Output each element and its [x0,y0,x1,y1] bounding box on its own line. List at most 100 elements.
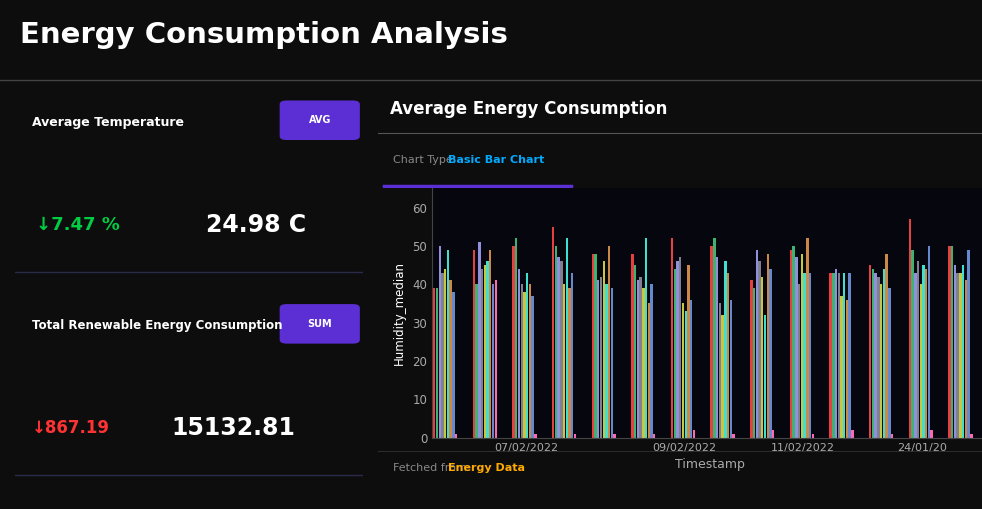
Bar [869,265,871,438]
Bar [846,300,848,438]
Bar [727,273,730,438]
Bar [954,265,956,438]
Bar [761,276,763,438]
Bar [433,288,435,438]
Bar [809,273,811,438]
Bar [614,434,616,438]
Bar [880,284,883,438]
Text: Average Temperature: Average Temperature [32,116,185,129]
Bar [722,315,724,438]
Bar [790,250,792,438]
Bar [838,273,840,438]
Bar [441,273,444,438]
Bar [516,238,518,438]
Text: Basic Bar Chart: Basic Bar Chart [448,155,544,165]
Bar [605,284,608,438]
Bar [835,269,838,438]
Bar [492,284,494,438]
Bar [877,276,880,438]
Bar [472,250,475,438]
Bar [848,273,850,438]
Bar [908,219,911,438]
Bar [495,280,497,438]
Bar [931,430,933,438]
Bar [444,269,447,438]
Text: Chart Type:: Chart Type: [393,155,460,165]
Bar [883,269,885,438]
Bar [767,253,769,438]
Bar [608,246,611,438]
Bar [528,284,531,438]
Bar [671,238,674,438]
FancyBboxPatch shape [280,100,359,140]
Bar [566,238,568,438]
Bar [558,258,560,438]
Y-axis label: Humidity_median: Humidity_median [393,261,406,365]
Text: AVG: AVG [308,115,331,125]
Bar [674,269,676,438]
Bar [911,250,914,438]
Bar [611,288,613,438]
Text: Energy Data: Energy Data [448,463,524,473]
Bar [489,250,492,438]
Bar [645,238,647,438]
Bar [687,265,689,438]
Text: 15132.81: 15132.81 [172,416,296,440]
Bar [959,273,961,438]
Bar [563,284,566,438]
Bar [573,434,576,438]
Bar [594,253,597,438]
Bar [925,269,927,438]
Bar [719,303,721,438]
Bar [951,246,954,438]
Bar [792,246,794,438]
Bar [755,250,758,438]
Bar [917,261,919,438]
Bar [526,273,528,438]
Bar [964,280,967,438]
Bar [764,315,766,438]
Bar [928,246,930,438]
Bar [439,246,441,438]
Bar [552,227,555,438]
Bar [800,253,803,438]
Bar [684,311,687,438]
Bar [724,261,727,438]
Bar [888,288,891,438]
Bar [970,434,972,438]
Bar [692,430,695,438]
X-axis label: Timestamp: Timestamp [675,458,744,471]
Bar [832,273,835,438]
Bar [769,269,772,438]
Bar [534,434,536,438]
Text: SUM: SUM [307,319,332,329]
Bar [716,258,719,438]
Bar [597,280,599,438]
Bar [682,303,684,438]
Bar [455,434,458,438]
Bar [634,265,636,438]
Bar [531,296,534,438]
Bar [753,288,755,438]
Bar [922,265,925,438]
Bar [478,242,480,438]
Bar [750,280,752,438]
Bar [886,253,888,438]
Bar [680,258,682,438]
Bar [555,246,557,438]
Bar [872,269,874,438]
Bar [475,284,478,438]
Bar [452,292,455,438]
Bar [875,273,877,438]
Text: ↓867.19: ↓867.19 [32,419,110,437]
Bar [803,273,806,438]
Text: Energy Consumption Analysis: Energy Consumption Analysis [20,20,508,49]
Bar [603,261,605,438]
Bar [967,250,970,438]
Bar [795,258,797,438]
Bar [560,261,563,438]
Bar [569,288,571,438]
Text: Average Energy Consumption: Average Energy Consumption [390,100,668,119]
Bar [843,273,846,438]
Bar [647,303,650,438]
